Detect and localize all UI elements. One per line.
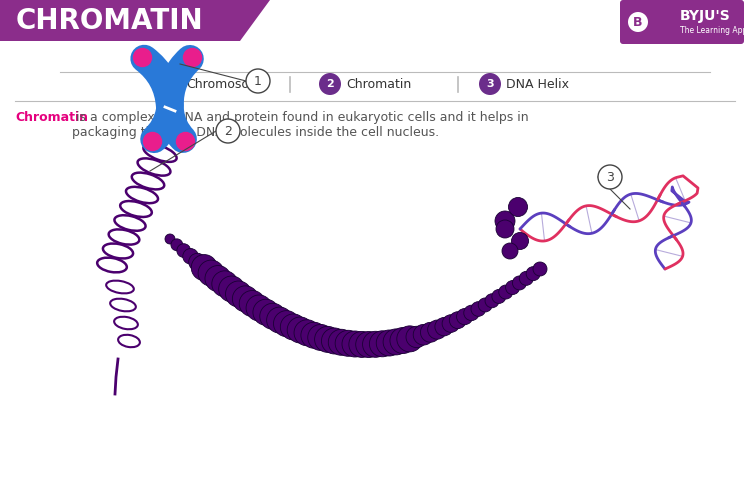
Circle shape [349,331,375,357]
Circle shape [177,244,190,257]
Circle shape [211,271,238,297]
Text: is a complex of DNA and protein found in eukaryotic cells and it helps in
packag: is a complex of DNA and protein found in… [72,111,529,139]
Circle shape [479,73,501,95]
Circle shape [267,307,292,333]
Text: 3: 3 [606,171,614,184]
Circle shape [280,314,306,340]
Circle shape [294,320,320,346]
Circle shape [246,295,272,321]
Circle shape [342,331,368,357]
Circle shape [383,329,409,355]
Circle shape [216,119,240,143]
Circle shape [526,266,540,280]
Text: CHROMATIN: CHROMATIN [16,7,203,35]
Circle shape [457,308,472,325]
Text: 2: 2 [224,124,232,138]
Circle shape [189,253,206,270]
Circle shape [478,298,492,312]
Circle shape [512,276,526,290]
Circle shape [509,198,527,217]
Circle shape [328,329,354,355]
Circle shape [492,289,506,303]
Text: 2: 2 [326,79,334,89]
Circle shape [239,290,266,316]
Circle shape [435,317,453,336]
Circle shape [191,254,217,280]
Circle shape [314,326,340,352]
FancyBboxPatch shape [620,0,744,44]
Text: 1: 1 [254,74,262,87]
Circle shape [427,320,447,339]
Circle shape [335,330,362,356]
Circle shape [533,262,547,276]
Circle shape [287,317,314,343]
Circle shape [421,322,440,342]
Circle shape [390,327,416,353]
Circle shape [413,324,434,345]
Circle shape [205,265,231,291]
Circle shape [362,331,388,357]
Circle shape [512,233,529,250]
Circle shape [485,294,499,308]
Circle shape [308,324,334,350]
Circle shape [232,286,258,312]
Circle shape [322,328,347,354]
Circle shape [406,326,427,348]
Text: Chromosome: Chromosome [186,77,268,90]
Circle shape [519,271,533,285]
Circle shape [301,322,327,348]
Text: DNA Helix: DNA Helix [506,77,569,90]
Text: B: B [633,15,643,28]
Circle shape [226,281,251,307]
Circle shape [464,305,479,320]
Circle shape [183,249,198,264]
Circle shape [496,220,514,238]
Circle shape [198,260,224,286]
Text: Chromatin: Chromatin [15,111,88,124]
Circle shape [219,276,245,302]
Circle shape [499,285,513,299]
Polygon shape [0,0,270,41]
Circle shape [495,211,515,231]
Circle shape [253,299,279,325]
Circle shape [397,326,423,352]
Circle shape [442,315,460,332]
Circle shape [165,234,175,244]
Text: The Learning App: The Learning App [680,25,747,34]
Text: 3: 3 [486,79,494,89]
Circle shape [376,330,402,356]
Circle shape [598,165,622,189]
Text: 1: 1 [166,79,174,89]
Circle shape [370,331,395,357]
Circle shape [506,280,520,294]
Circle shape [449,312,466,329]
Circle shape [319,73,341,95]
Circle shape [502,243,518,259]
Circle shape [246,69,270,93]
Text: BYJU'S: BYJU'S [680,9,730,23]
Circle shape [159,73,181,95]
Circle shape [356,331,382,357]
Text: Chromatin: Chromatin [346,77,411,90]
Circle shape [274,311,299,337]
Circle shape [171,239,183,250]
Circle shape [471,302,486,316]
Circle shape [260,303,286,329]
Circle shape [628,12,648,32]
